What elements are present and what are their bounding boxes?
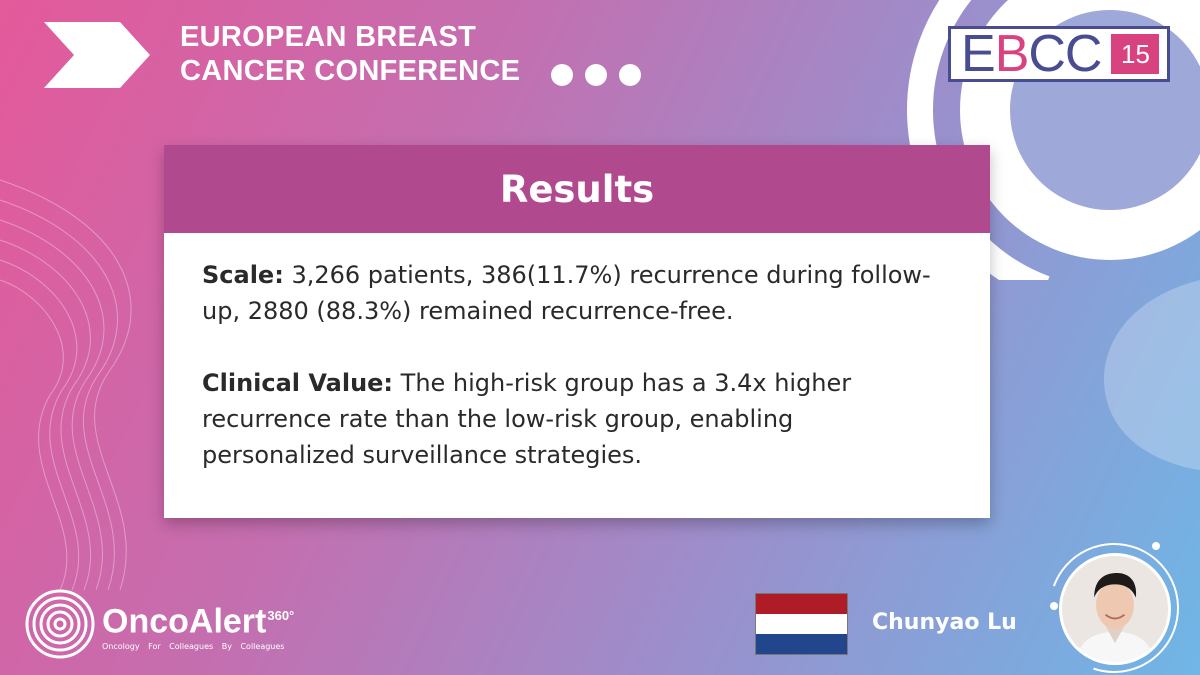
paragraph-text: 3,266 patients, 386(11.7%) recurrence du… [202,261,931,325]
paragraph-text: The high-risk group has a 3.4x higher re… [202,369,852,469]
dot-icon [619,64,641,86]
results-paragraph-clinical-value: Clinical Value: The high-risk group has … [202,365,952,473]
conference-title-line2: CANCER CONFERENCE [180,55,521,87]
flag-stripe-white [756,613,847,634]
oncoalert-brand-name: OncoAlert360° [102,602,295,641]
netherlands-flag-icon [755,593,848,655]
dot-icon [551,64,573,86]
results-card-title: Results [164,145,990,233]
speaker-avatar [1059,553,1171,665]
flag-stripe-red [756,594,847,614]
results-paragraph-scale: Scale: 3,266 patients, 386(11.7%) recurr… [202,257,952,329]
background-swirl [0,179,132,591]
avatar-ring-decoration [1049,542,1179,673]
conference-title-line1: EUROPEAN BREAST [180,21,477,53]
dots-decoration [551,64,641,86]
flag-stripe-blue [756,633,847,654]
paragraph-label: Scale: [202,261,284,289]
results-card: Results Scale: 3,266 patients, 386(11.7%… [164,145,990,518]
chevron-arrow-icon [44,22,150,88]
oncoalert-tagline: Oncology For Colleagues By Colleagues [102,642,285,652]
ebcc-edition-number: 15 [1111,34,1160,74]
person-icon [1062,556,1168,662]
dot-icon [585,64,607,86]
background-blob [1104,280,1200,471]
paragraph-label: Clinical Value: [202,369,394,397]
ebcc-logo: EBCC 15 [948,26,1170,82]
conference-title: EUROPEAN BREAST CANCER CONFERENCE [180,20,520,88]
oncoalert-rings-icon [25,589,95,659]
ebcc-letters: EBCC [961,25,1102,83]
results-card-body: Scale: 3,266 patients, 386(11.7%) recurr… [164,233,990,473]
oncoalert-logo: OncoAlert360° Oncology For Colleagues By… [24,588,294,660]
speaker-name: Chunyao Lu [872,610,1017,635]
